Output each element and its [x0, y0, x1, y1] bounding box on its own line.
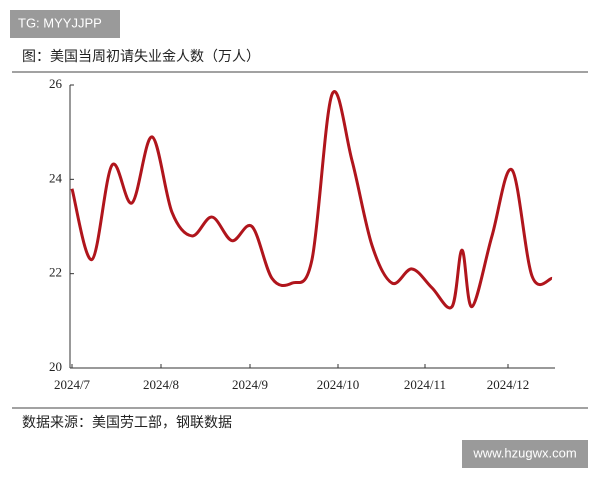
watermark: www.hzugwx.com	[472, 445, 576, 460]
y-tick-label: 24	[49, 170, 63, 185]
watermark-box	[462, 440, 588, 468]
x-tick-label: 2024/9	[232, 377, 268, 392]
y-tick-label: 26	[49, 76, 63, 91]
y-tick-label: 20	[49, 359, 62, 374]
watermark: TG: MYYJJPP	[18, 15, 102, 30]
watermark-box	[10, 10, 120, 38]
x-tick-label: 2024/11	[404, 377, 446, 392]
chart-title: 图：美国当周初请失业金人数（万人）	[22, 48, 260, 65]
source-note: 数据来源：美国劳工部，钢联数据	[22, 415, 232, 431]
x-tick-label: 2024/7	[54, 377, 91, 392]
x-tick-label: 2024/8	[143, 377, 179, 392]
x-tick-label: 2024/10	[317, 377, 360, 392]
y-tick-label: 22	[49, 265, 62, 280]
x-tick-label: 2024/12	[487, 377, 530, 392]
data-line	[70, 90, 553, 310]
